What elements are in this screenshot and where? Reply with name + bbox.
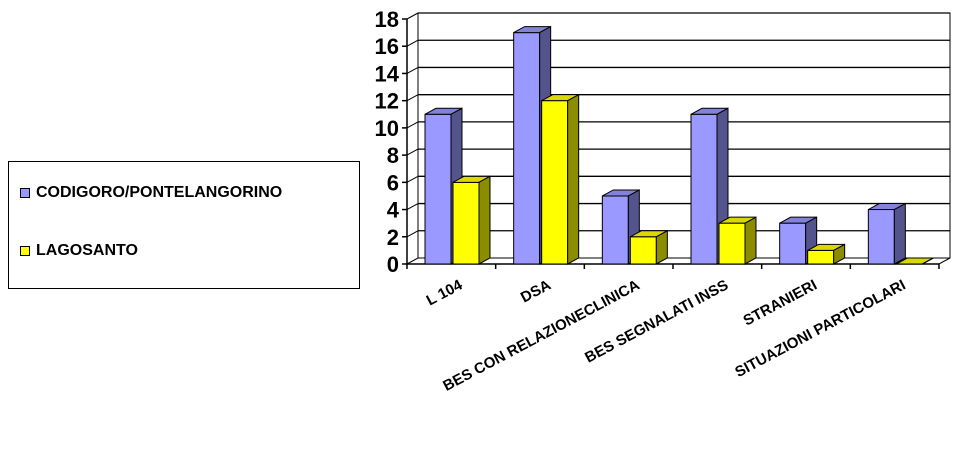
bar-2-4: [807, 243, 846, 265]
y-tick-label: 8: [387, 143, 399, 168]
bar-2-5: [896, 257, 934, 265]
bar-side: [922, 257, 934, 265]
gridline-side: [406, 12, 419, 20]
gridline-side: [406, 230, 419, 238]
bar-2-0: [452, 175, 491, 265]
y-tick-label: 2: [387, 225, 399, 250]
y-tick-label: 6: [387, 170, 399, 195]
bar-front: [690, 113, 718, 265]
bar-2-3: [718, 216, 757, 265]
gridline-side: [406, 203, 419, 210]
y-tick-label: 0: [387, 252, 399, 277]
bar-2-2: [629, 229, 668, 265]
legend-swatch-series-2: [20, 246, 30, 256]
bar-side: [478, 175, 491, 265]
legend-swatch-series-1: [20, 188, 30, 198]
bar-front: [513, 32, 541, 265]
x-tick-label: STRANIERI: [741, 277, 820, 330]
legend-label-series-1: CODIGORO/PONTELANGORINO: [36, 184, 283, 201]
legend-label-series-2: LAGOSANTO: [36, 242, 138, 259]
bar-front: [424, 113, 452, 265]
gridline-side: [406, 39, 419, 47]
bar-front: [629, 236, 657, 265]
y-tick-label: 10: [375, 116, 399, 141]
bar-side: [567, 93, 580, 265]
bar-side: [655, 229, 668, 265]
bar-front: [718, 222, 746, 265]
gridline-side: [406, 67, 419, 74]
x-tick-label: BES SEGNALATI INSS: [582, 277, 731, 367]
gridline-side: [406, 94, 419, 102]
y-tick-label: 4: [387, 198, 400, 223]
bar-front: [807, 249, 835, 265]
y-tick-label: 14: [375, 61, 400, 86]
legend-item-series-1: CODIGORO/PONTELANGORINO: [20, 183, 282, 203]
gridline-side: [406, 175, 419, 183]
bar-side: [744, 216, 757, 265]
bar-front: [601, 195, 629, 265]
y-tick-label: 18: [375, 7, 399, 32]
bar-front: [779, 222, 807, 265]
bar-side: [893, 202, 906, 265]
legend-item-series-2: LAGOSANTO: [20, 241, 138, 261]
chart-back-wall: [417, 12, 951, 259]
bar-1-3: [690, 107, 729, 265]
bar-side: [833, 243, 846, 265]
bar-2-1: [541, 93, 580, 265]
y-tick-label: 12: [375, 89, 399, 114]
bars: [424, 25, 934, 265]
bar-front: [867, 209, 895, 265]
y-tick-label: 16: [375, 34, 399, 59]
bar-front: [452, 181, 480, 265]
axes: [402, 18, 940, 269]
gridline-side: [406, 121, 419, 129]
x-tick-label: SITUAZIONI PARTICOLARI: [732, 277, 908, 381]
gridline-side: [406, 148, 419, 156]
bar-1-5: [867, 202, 906, 265]
bar-front: [541, 100, 569, 265]
x-tick-label: L 104: [424, 276, 466, 309]
x-tick-label: DSA: [518, 276, 554, 306]
legend: CODIGORO/PONTELANGORINO LAGOSANTO: [8, 161, 360, 289]
